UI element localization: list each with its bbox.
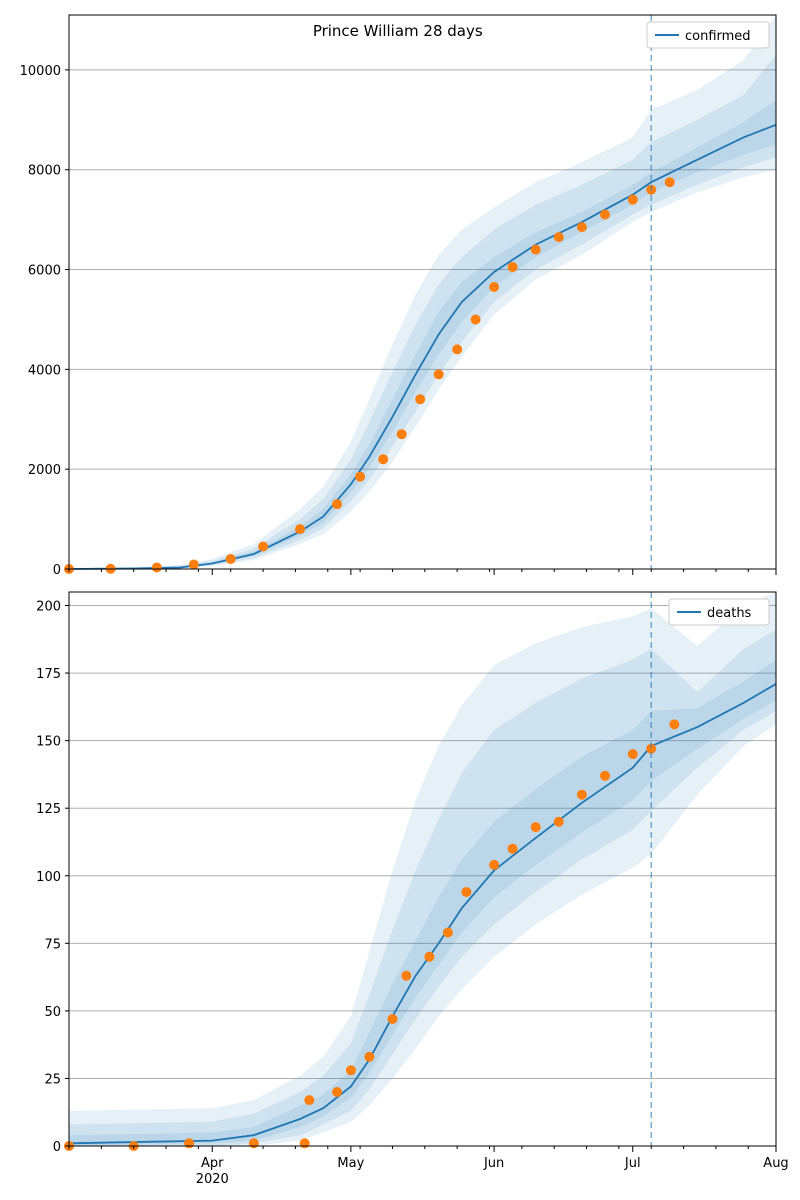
forecast-band: [69, 54, 776, 569]
observed-point: [669, 719, 680, 730]
observed-point: [258, 541, 269, 552]
y-tick-label: 75: [44, 937, 61, 952]
legend-box: [646, 21, 770, 49]
observed-point: [299, 1138, 310, 1149]
y-tick-label: 2000: [28, 463, 61, 478]
forecast-band: [69, 15, 776, 569]
legend-box: [668, 598, 770, 626]
confirmed-legend: confirmed: [646, 21, 770, 49]
y-tick-label: 0: [53, 563, 61, 578]
observed-point: [600, 209, 610, 220]
confirmed-forecast-bands: [69, 15, 776, 570]
observed-point: [355, 471, 366, 482]
observed-point: [151, 562, 162, 573]
observed-point: [600, 770, 610, 781]
observed-point: [424, 951, 435, 962]
observed-point: [489, 859, 500, 870]
y-tick-label: 25: [44, 1072, 61, 1087]
x-tick-year: 2020: [196, 1172, 229, 1187]
y-tick-label: 10000: [20, 64, 61, 79]
observed-point: [530, 244, 541, 255]
forecast-band: [69, 99, 776, 570]
observed-point: [415, 394, 426, 405]
confirmed-x-axis: [68, 569, 777, 575]
y-tick-label: 200: [36, 600, 61, 615]
observed-point: [396, 429, 407, 440]
confirmed-panel: 0 2000 4000 6000 8000 10000 Prince William 28…: [20, 14, 777, 578]
deaths-observed-points: [64, 719, 680, 1151]
observed-point: [401, 970, 412, 981]
y-tick-label: 4000: [28, 363, 61, 378]
observed-point: [364, 1051, 375, 1062]
forecast-band: [69, 592, 776, 1146]
x-tick-label: Jun: [483, 1156, 504, 1171]
x-tick-label: Aug: [763, 1156, 788, 1171]
observed-point: [188, 559, 199, 570]
confirmed-y-axis: 0 2000 4000 6000 8000 10000: [20, 64, 69, 578]
y-tick-label: 0: [53, 1140, 61, 1155]
observed-point: [664, 177, 675, 188]
observed-point: [304, 1095, 315, 1106]
forecast-band: [69, 659, 776, 1146]
y-tick-label: 175: [36, 667, 61, 682]
observed-point: [378, 454, 389, 465]
observed-point: [489, 282, 500, 292]
observed-point: [332, 499, 342, 510]
observed-point: [433, 369, 444, 380]
observed-point: [184, 1138, 195, 1149]
y-tick-label: 100: [36, 870, 61, 885]
deaths-plot-frame: [68, 591, 777, 1147]
observed-point: [225, 554, 236, 564]
observed-point: [248, 1138, 259, 1149]
deaths-y-axis: 0 25 50 75 100 125 150 175 200: [36, 600, 69, 1155]
legend-label-deaths: deaths: [707, 606, 752, 621]
y-tick-label: 150: [36, 735, 61, 750]
observed-point: [332, 1087, 342, 1097]
observed-point: [627, 194, 638, 205]
observed-point: [295, 524, 305, 535]
deaths-forecast-bands: [69, 592, 776, 1146]
y-tick-label: 8000: [28, 164, 61, 179]
observed-point: [452, 344, 463, 355]
y-tick-label: 6000: [28, 264, 61, 279]
observed-point: [507, 843, 518, 854]
observed-point: [646, 743, 657, 754]
x-tick-label: May: [337, 1156, 364, 1171]
observed-point: [345, 1065, 356, 1076]
observed-point: [442, 927, 453, 938]
observed-point: [387, 1014, 398, 1024]
observed-point: [576, 789, 587, 800]
deaths-legend: deaths: [668, 598, 770, 626]
forecast-band: [69, 629, 776, 1146]
observed-point: [553, 232, 564, 243]
observed-point: [627, 749, 638, 760]
observed-point: [470, 314, 481, 325]
x-tick-label: Apr: [201, 1156, 224, 1171]
observed-point: [461, 887, 472, 897]
y-tick-label: 50: [44, 1005, 61, 1020]
observed-point: [530, 822, 541, 833]
legend-label-confirmed: confirmed: [685, 29, 751, 44]
confirmed-plot-frame: [68, 14, 777, 570]
chart-title: Prince William 28 days: [313, 22, 483, 40]
y-tick-label: 125: [36, 802, 61, 817]
x-tick-label: Jul: [624, 1156, 641, 1171]
observed-point: [507, 262, 518, 272]
observed-point: [553, 816, 564, 827]
observed-point: [576, 222, 587, 233]
